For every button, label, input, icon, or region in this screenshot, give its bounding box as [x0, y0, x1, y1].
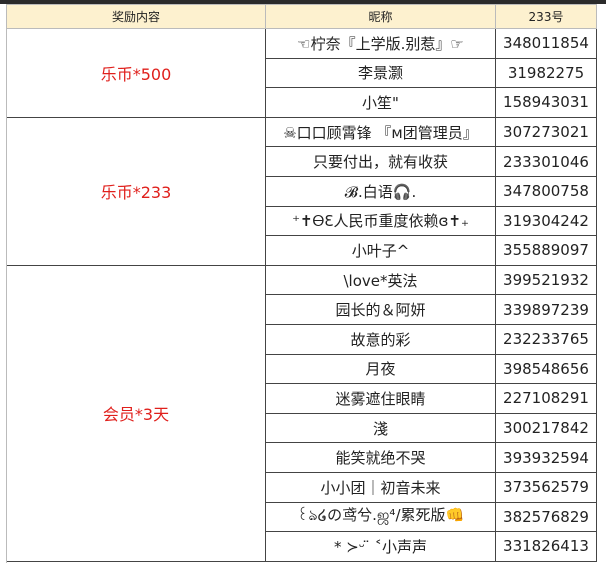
nickname-cell[interactable]: 只要付出，就有收获: [265, 146, 496, 177]
grid-line: [6, 4, 7, 563]
nickname-cell[interactable]: ☠口口顾霄锋 『ᴍ团管理员』: [265, 116, 496, 148]
header-nickname: 昵称: [265, 4, 496, 29]
nickname-cell[interactable]: 李景灏: [265, 57, 496, 89]
id-cell[interactable]: 347800758: [495, 175, 597, 207]
table-row: 会员*3天 \love*英法 399521932: [6, 264, 597, 562]
reward-cell[interactable]: 乐币*500: [6, 28, 266, 118]
table-row: 乐币*233 ☠口口顾霄锋 『ᴍ团管理员』 307273021: [6, 116, 597, 266]
reward-cell[interactable]: 乐币*233: [6, 116, 266, 266]
nickname-cell[interactable]: 𝓑.白语🎧.: [265, 175, 496, 207]
table-row: 能笑就绝不哭 393932594: [7, 442, 597, 473]
id-cell[interactable]: 393932594: [495, 442, 597, 473]
id-cell[interactable]: 398548656: [495, 353, 597, 385]
nickname-cell[interactable]: 小小团｜初音未来: [265, 471, 496, 503]
id-cell[interactable]: 31982275: [495, 57, 597, 89]
id-cell[interactable]: 319304242: [495, 205, 597, 237]
header-id: 233号: [495, 4, 597, 29]
id-cell[interactable]: 331826413: [495, 531, 597, 562]
id-cell[interactable]: 227108291: [495, 383, 597, 414]
id-cell[interactable]: 300217842: [495, 412, 597, 444]
reward-table: 奖励内容 昵称 233号 乐币*500 ☜柠奈『上学版.别惹』☞ 348011854…: [6, 4, 597, 562]
table-row: 故意的彩 232233765: [7, 323, 597, 355]
header-reward: 奖励内容: [6, 4, 266, 29]
nickname-cell[interactable]: 淺: [265, 412, 496, 444]
id-cell[interactable]: 373562579: [495, 471, 597, 503]
id-cell[interactable]: 399521932: [495, 264, 597, 296]
table-row: 只要付出，就有收获 233301046: [7, 146, 597, 177]
nickname-cell[interactable]: 月夜: [265, 353, 496, 385]
table-row: 小小团｜初音未来 373562579: [7, 471, 597, 503]
id-cell[interactable]: 158943031: [495, 87, 597, 118]
nickname-cell[interactable]: * ≻ᵕ ̈ ˂小声声: [265, 531, 496, 562]
table-row: 乐币*500 ☜柠奈『上学版.别惹』☞ 348011854: [6, 28, 597, 118]
nickname-cell[interactable]: 迷雾遮住眼睛: [265, 383, 496, 414]
table-row: 李景灏 31982275: [7, 57, 597, 89]
reward-cell[interactable]: 会员*3天: [6, 264, 266, 562]
nickname-cell[interactable]: 故意的彩: [265, 323, 496, 355]
header-row: 奖励内容 昵称 233号: [6, 4, 597, 29]
table-row: ⁺✝ᎾƐ人民币重度依赖ɞ✝₊ 319304242: [7, 205, 597, 237]
table-row: ꒰ঌ໒の鸢兮.ஜ⁴/累死版👊 382576829: [7, 501, 597, 533]
nickname-cell[interactable]: ꒰ঌ໒の鸢兮.ஜ⁴/累死版👊: [265, 501, 496, 533]
nickname-cell[interactable]: 小笙": [265, 87, 496, 118]
id-cell[interactable]: 348011854: [495, 28, 597, 59]
nickname-cell[interactable]: 小叶子^: [265, 235, 496, 266]
id-cell[interactable]: 339897239: [495, 294, 597, 325]
table-row: 园长的＆阿妍 339897239: [7, 294, 597, 325]
nickname-cell[interactable]: 能笑就绝不哭: [265, 442, 496, 473]
nickname-cell[interactable]: ☜柠奈『上学版.别惹』☞: [265, 28, 496, 59]
id-cell[interactable]: 382576829: [495, 501, 597, 533]
id-cell[interactable]: 233301046: [495, 146, 597, 177]
table-row: 𝓑.白语🎧. 347800758: [7, 175, 597, 207]
table-row: * ≻ᵕ ̈ ˂小声声 331826413: [7, 531, 597, 562]
table-row: 小笙" 158943031: [7, 87, 597, 118]
nickname-cell[interactable]: \love*英法: [265, 264, 496, 296]
id-cell[interactable]: 307273021: [495, 116, 597, 148]
id-cell[interactable]: 232233765: [495, 323, 597, 355]
nickname-cell[interactable]: 园长的＆阿妍: [265, 294, 496, 325]
id-cell[interactable]: 355889097: [495, 235, 597, 266]
nickname-cell[interactable]: ⁺✝ᎾƐ人民币重度依赖ɞ✝₊: [265, 205, 496, 237]
table-row: 迷雾遮住眼睛 227108291: [7, 383, 597, 414]
top-bar: [0, 0, 606, 4]
